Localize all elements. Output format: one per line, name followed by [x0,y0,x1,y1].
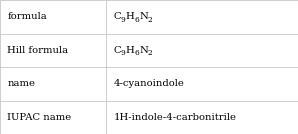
Text: N: N [139,46,148,55]
Text: C: C [113,12,121,21]
Text: 2: 2 [148,49,153,57]
Text: 9: 9 [121,16,126,24]
Text: H: H [126,12,134,21]
Text: 9: 9 [121,49,126,57]
Text: Hill formula: Hill formula [7,46,69,55]
Text: 6: 6 [134,16,139,24]
Text: H: H [126,46,134,55]
Text: name: name [7,79,35,88]
Text: 6: 6 [134,49,139,57]
Text: N: N [139,12,148,21]
Text: 2: 2 [148,16,153,24]
Text: IUPAC name: IUPAC name [7,113,72,122]
Text: C: C [113,46,121,55]
Text: 4-cyanoindole: 4-cyanoindole [113,79,184,88]
Text: formula: formula [7,12,47,21]
Text: 1H-indole-4-carbonitrile: 1H-indole-4-carbonitrile [113,113,236,122]
